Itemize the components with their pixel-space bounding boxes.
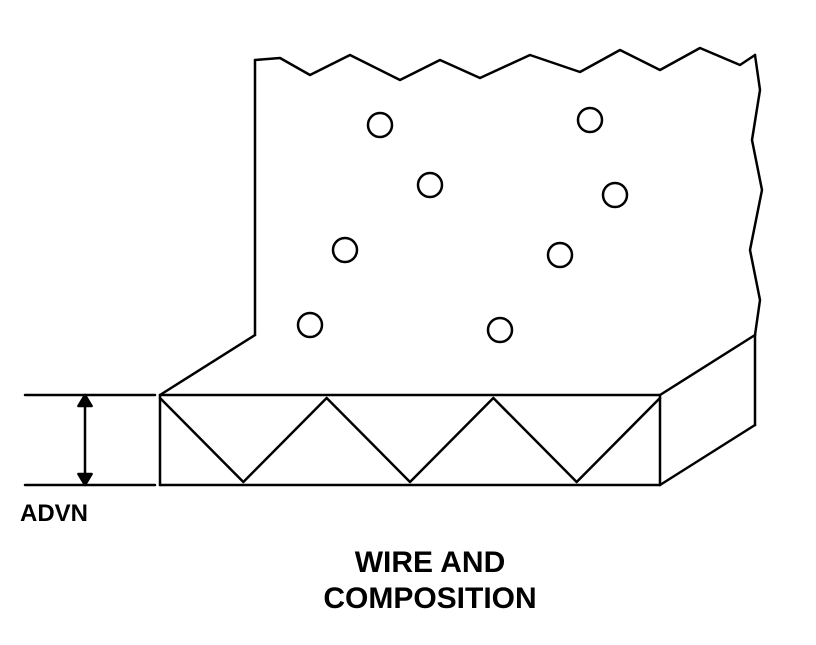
title-text: WIRE AND COMPOSITION — [250, 545, 610, 617]
dimension-label: ADVN — [20, 500, 88, 528]
diagram-canvas: ADVN WIRE AND COMPOSITION — [0, 0, 816, 645]
